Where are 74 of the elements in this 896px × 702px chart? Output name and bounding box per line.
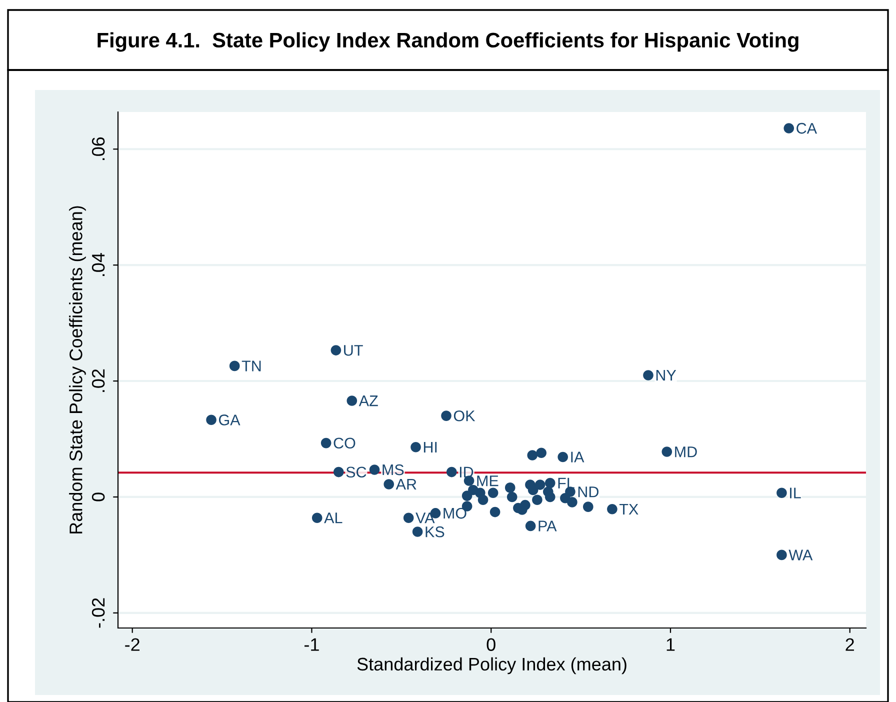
annotation: MD: [675, 446, 697, 458]
x-tick-label: 1: [666, 638, 675, 651]
point: [528, 484, 538, 496]
point: [384, 479, 394, 490]
x-axis-title: Standardized Policy Index (mean): [357, 657, 626, 674]
point: [558, 452, 568, 462]
point: [346, 396, 358, 406]
x-tick-label: 0: [486, 638, 496, 651]
point: [403, 512, 414, 523]
annotation: ND: [578, 486, 598, 498]
point: [520, 500, 530, 510]
annotation: SC: [346, 466, 366, 478]
annotation: IL: [790, 488, 801, 498]
annotation: ME: [477, 476, 498, 486]
point: [607, 504, 618, 514]
annotation: GA: [218, 414, 240, 426]
point: [527, 450, 538, 460]
annotation: OK: [454, 410, 476, 422]
point: [490, 506, 500, 518]
y-tick-label: -.02: [92, 598, 105, 628]
annotation: TX: [619, 504, 638, 514]
point: [536, 448, 546, 458]
annotation: IA: [571, 452, 584, 462]
x-tick-label: -1: [304, 638, 319, 651]
point: [525, 520, 536, 532]
point: [544, 492, 556, 502]
point: [441, 410, 452, 421]
point: [532, 494, 542, 506]
point: [544, 478, 556, 488]
x-tick-label: -2: [125, 638, 140, 651]
point: [504, 482, 516, 493]
point: [412, 526, 423, 537]
point: [488, 488, 498, 498]
annotation: PA: [538, 520, 557, 532]
y-tick-label: .04: [92, 253, 105, 276]
annotation: AZ: [358, 396, 378, 406]
point: [478, 494, 488, 506]
point: [330, 345, 342, 356]
point: [643, 370, 654, 380]
point: [567, 497, 578, 508]
annotation: UT: [344, 345, 363, 356]
point: [582, 502, 594, 512]
annotation: MO: [444, 508, 466, 519]
point: [410, 442, 421, 452]
point: [776, 488, 787, 498]
annotation: MS: [382, 464, 404, 476]
y-tick-label: .02: [92, 369, 105, 392]
point: [776, 550, 787, 560]
point: [206, 414, 216, 426]
point: [320, 438, 332, 448]
point: [369, 464, 380, 475]
y-axis-title: Random State Policy Coefficients (mean): [69, 206, 86, 534]
annotation: HI: [424, 442, 437, 452]
annotation: CO: [334, 438, 356, 449]
annotation: KS: [426, 526, 444, 538]
point: [229, 360, 240, 372]
point: [333, 466, 344, 478]
y-tick-label: 0: [92, 492, 105, 502]
x-tick-label: 2: [846, 638, 854, 651]
annotation: AL: [324, 512, 342, 524]
annotation: VA: [416, 512, 435, 524]
annotation: CA: [796, 122, 818, 134]
point: [662, 446, 672, 457]
chart-title: Figure 4.1. State Policy Index Random Coefficients for Hispanic Voting: [98, 32, 798, 52]
annotation: NY: [656, 370, 676, 381]
point: [312, 512, 322, 523]
y-tick-label: .06: [92, 137, 105, 160]
annotation: WA: [788, 550, 813, 560]
annotation: TN: [242, 360, 261, 372]
point: [506, 492, 518, 502]
point: [534, 480, 546, 490]
annotation: AR: [396, 479, 416, 490]
point: [446, 466, 457, 478]
point: [784, 123, 794, 134]
